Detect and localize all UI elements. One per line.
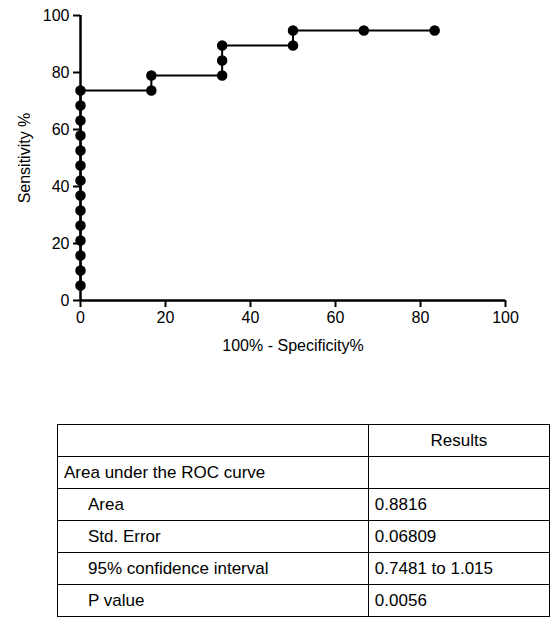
svg-text:20: 20	[157, 309, 175, 326]
svg-text:80: 80	[412, 309, 430, 326]
html-text:0.7481 to 1.015: 0.7481 to 1.015	[374, 558, 493, 578]
svg-text:60: 60	[327, 309, 345, 326]
svg-text:80: 80	[52, 64, 70, 81]
html-text:0.8816: 0.8816	[374, 494, 427, 514]
svg-text:Sensitivity %: Sensitivity %	[16, 113, 33, 204]
svg-text:100: 100	[43, 7, 70, 24]
svg-text:40: 40	[52, 178, 70, 195]
html-text:95% confidence interval: 95% confidence interval	[88, 558, 269, 578]
html-text:P value: P value	[88, 590, 145, 610]
svg-text:0: 0	[61, 292, 70, 309]
svg-text:20: 20	[52, 235, 70, 252]
svg-text:60: 60	[52, 121, 70, 138]
html-text:0.06809: 0.06809	[374, 526, 437, 546]
svg-text:100% - Specificity%: 100% - Specificity%	[222, 337, 363, 354]
html-text:Area under the ROC curve: Area under the ROC curve	[64, 462, 266, 482]
svg-text:0: 0	[76, 309, 85, 326]
html-text:Std. Error: Std. Error	[88, 526, 161, 546]
html-text:0.0056: 0.0056	[374, 590, 427, 610]
html-text:Results: Results	[430, 430, 488, 450]
svg-text:100: 100	[492, 309, 519, 326]
html-text:Area: Area	[88, 494, 124, 514]
svg-text:40: 40	[242, 309, 260, 326]
